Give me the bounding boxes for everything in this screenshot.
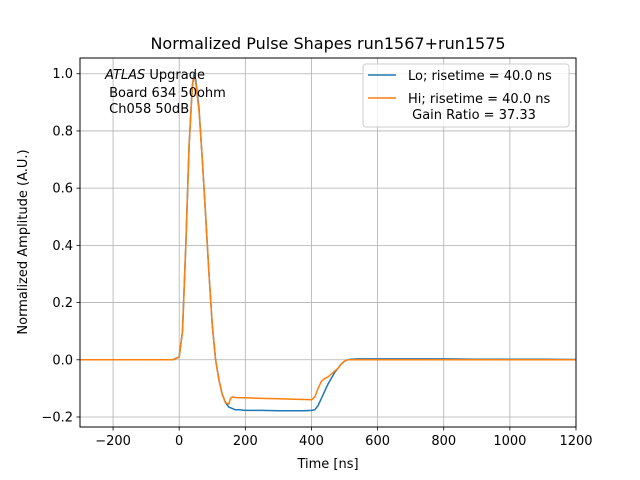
annotation-line-3: Ch058 50dB [105,102,189,117]
y-tick-label: 1.0 [52,67,73,82]
legend-label-lo: Lo; risetime = 40.0 ns [408,69,552,84]
x-tick-label: 800 [431,434,456,449]
x-tick-label: 200 [233,434,258,449]
legend-label-hi-line-1: Hi; risetime = 40.0 ns [408,92,550,107]
plot-series [80,72,577,412]
legend: Lo; risetime = 40.0 ns Hi; risetime = 40… [362,63,570,128]
x-axis-label: Time [ns] [296,457,358,472]
axes-frame [79,57,577,428]
series-line-hi [80,75,576,405]
legend-box [362,63,570,128]
atlas-label: ATLAS [104,68,145,83]
y-tick-label: 0.6 [52,182,73,197]
chart-title: Normalized Pulse Shapes run1567+run1575 [150,34,505,53]
y-axis-label: Normalized Amplitude (A.U.) [16,149,31,334]
legend-label-hi-line-2: Gain Ratio = 37.33 [408,108,536,123]
annotation-line-2: Board 634 50ohm [105,86,226,101]
axis-ticks: −200 0 200 400 600 800 1000 1200 −0.2 0.0 0.2 0.4 0.… [41,67,592,449]
atlas-annotation: ATLAS Upgrade Board 634 50ohm Ch058 50dB [104,68,226,117]
x-tick-label: 1000 [493,434,526,449]
x-tick-label: 400 [299,434,324,449]
y-tick-label: 0.0 [52,353,73,368]
annotation-line-1: ATLAS Upgrade [104,68,205,83]
y-tick-label: 0.8 [52,124,73,139]
x-tick-label: −200 [95,434,131,449]
y-tick-label: −0.2 [41,410,73,425]
y-tick-label: 0.4 [52,239,73,254]
upgrade-label: Upgrade [145,68,205,83]
x-tick-label: 1200 [559,434,592,449]
x-tick-label: 600 [365,434,390,449]
y-tick-label: 0.2 [52,296,73,311]
x-tick-label: 0 [175,434,183,449]
